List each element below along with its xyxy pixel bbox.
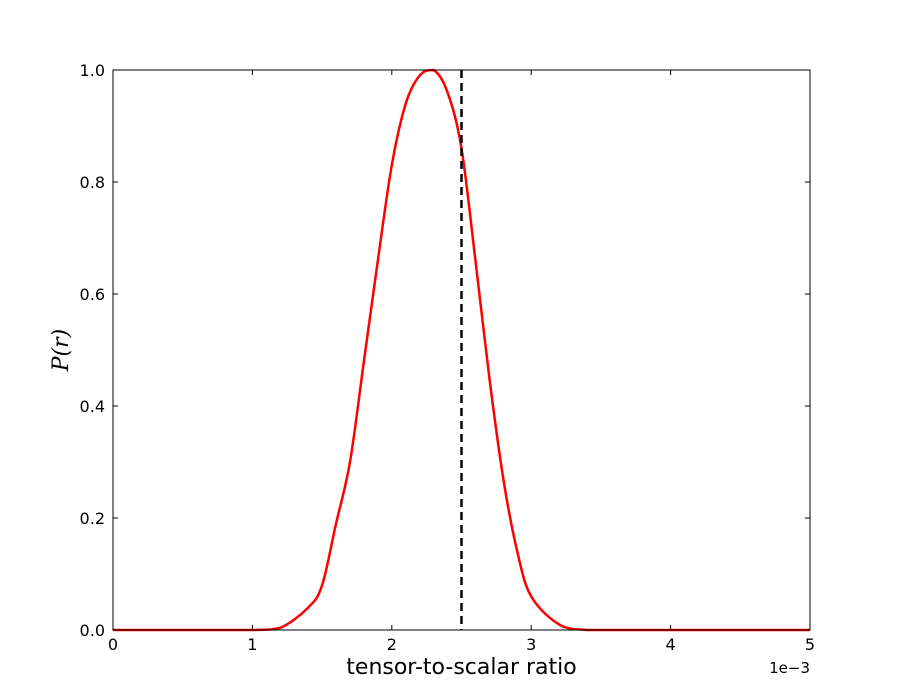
x-tick-label: 0 xyxy=(108,635,118,654)
x-axis-label: tensor-to-scalar ratio xyxy=(346,655,576,680)
x-tick-label: 5 xyxy=(805,635,815,654)
y-axis-label: P(r) xyxy=(49,329,74,373)
x-offset-label: 1e−3 xyxy=(769,659,810,677)
x-tick-label: 3 xyxy=(526,635,536,654)
y-tick-label: 0.2 xyxy=(80,509,105,528)
y-tick-label: 0.0 xyxy=(80,621,105,640)
x-tick-label: 4 xyxy=(666,635,676,654)
axes-frame xyxy=(112,69,811,631)
y-tick-label: 0.6 xyxy=(80,285,105,304)
ticks-group: 0 1 2 3 4 5 0.0 0.2 0.4 0.6 0.8 1.0 xyxy=(80,61,816,654)
y-tick-label: 0.8 xyxy=(80,173,105,192)
x-tick-label: 1 xyxy=(247,635,257,654)
x-tick-label: 2 xyxy=(387,635,397,654)
y-tick-label: 1.0 xyxy=(80,61,105,80)
y-tick-label: 0.4 xyxy=(80,397,105,416)
